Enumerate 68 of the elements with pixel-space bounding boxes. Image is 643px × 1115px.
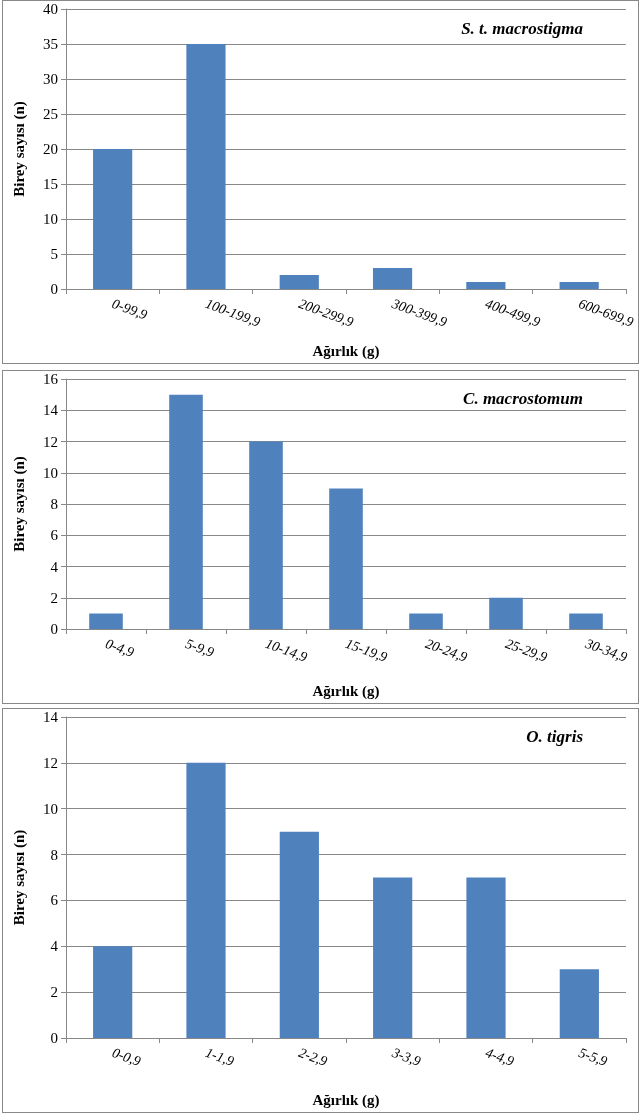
y-tick-label: 20 (43, 141, 58, 157)
y-tick-label: 15 (43, 176, 58, 192)
bar (186, 44, 226, 289)
y-tick-label: 16 (43, 371, 59, 387)
x-tick-label: 5-5,9 (576, 1044, 610, 1070)
bar (249, 441, 283, 629)
bar (186, 762, 226, 1038)
y-tick-label: 5 (50, 246, 58, 262)
bar (559, 282, 599, 289)
x-tick-label: 0-0,9 (110, 1044, 143, 1070)
bar (169, 394, 203, 629)
y-tick-label: 10 (43, 800, 58, 817)
y-axis-title: Birey sayısı (n) (10, 101, 28, 197)
y-tick-label: 40 (43, 1, 58, 17)
bar (373, 877, 413, 1038)
y-tick-label: 6 (50, 892, 59, 909)
x-tick-label: 5-9,9 (183, 635, 216, 661)
bar (489, 597, 523, 629)
y-tick-label: 12 (43, 433, 58, 450)
bar (559, 969, 599, 1038)
bar (409, 613, 443, 629)
bar (569, 613, 603, 629)
y-tick-label: 6 (50, 527, 59, 544)
bar (89, 613, 123, 629)
x-axis-title: Ağırlık (g) (312, 1091, 380, 1109)
y-tick-label: 0 (50, 1030, 58, 1046)
x-tick-label: 2-2,9 (296, 1044, 330, 1070)
x-tick-label: 0-4,9 (103, 635, 136, 661)
x-tick-label: 30-34,9 (582, 635, 630, 665)
x-axis-title: Ağırlık (g) (312, 682, 380, 700)
y-tick-label: 30 (43, 71, 58, 87)
x-tick-label: 0-99,9 (110, 295, 150, 323)
x-tick-label: 3-3,9 (389, 1044, 423, 1070)
bar (329, 488, 363, 629)
x-tick-label: 25-29,9 (503, 635, 550, 665)
text: C. macrostomum (463, 389, 584, 408)
bar (93, 946, 133, 1038)
y-tick-label: 0 (50, 621, 58, 637)
x-tick-label: 20-24,9 (423, 635, 470, 665)
x-tick-label: 4-4,9 (483, 1044, 516, 1070)
text: S. t. macrostigma (461, 19, 584, 38)
x-tick-label: 1-1,9 (203, 1044, 236, 1070)
y-tick-label: 10 (43, 464, 58, 481)
bar (466, 282, 506, 289)
y-tick-label: 10 (43, 211, 58, 227)
y-tick-label: 14 (43, 709, 59, 725)
bar (279, 831, 319, 1038)
bar (466, 877, 506, 1038)
bar (93, 149, 133, 289)
y-tick-label: 8 (50, 496, 58, 512)
x-tick-label: 10-14,9 (263, 635, 310, 665)
bar (279, 275, 319, 289)
bar (372, 268, 413, 289)
x-tick-label: 15-19,9 (343, 635, 390, 665)
y-tick-label: 25 (43, 106, 58, 122)
y-tick-label: 0 (50, 281, 58, 297)
y-tick-label: 14 (43, 402, 59, 419)
x-axis-title: Ağırlık (g) (312, 342, 380, 360)
y-tick-label: 8 (50, 846, 58, 863)
y-tick-label: 12 (43, 754, 58, 771)
y-axis-title: Birey sayısı (n) (10, 456, 28, 552)
y-tick-label: 4 (50, 938, 59, 955)
text: O. tigris (526, 727, 584, 746)
y-tick-label: 2 (50, 589, 58, 606)
y-tick-label: 2 (50, 984, 58, 1001)
y-axis-title: Birey sayısı (n) (10, 829, 28, 926)
y-tick-label: 35 (43, 36, 58, 52)
y-tick-label: 4 (50, 558, 59, 575)
